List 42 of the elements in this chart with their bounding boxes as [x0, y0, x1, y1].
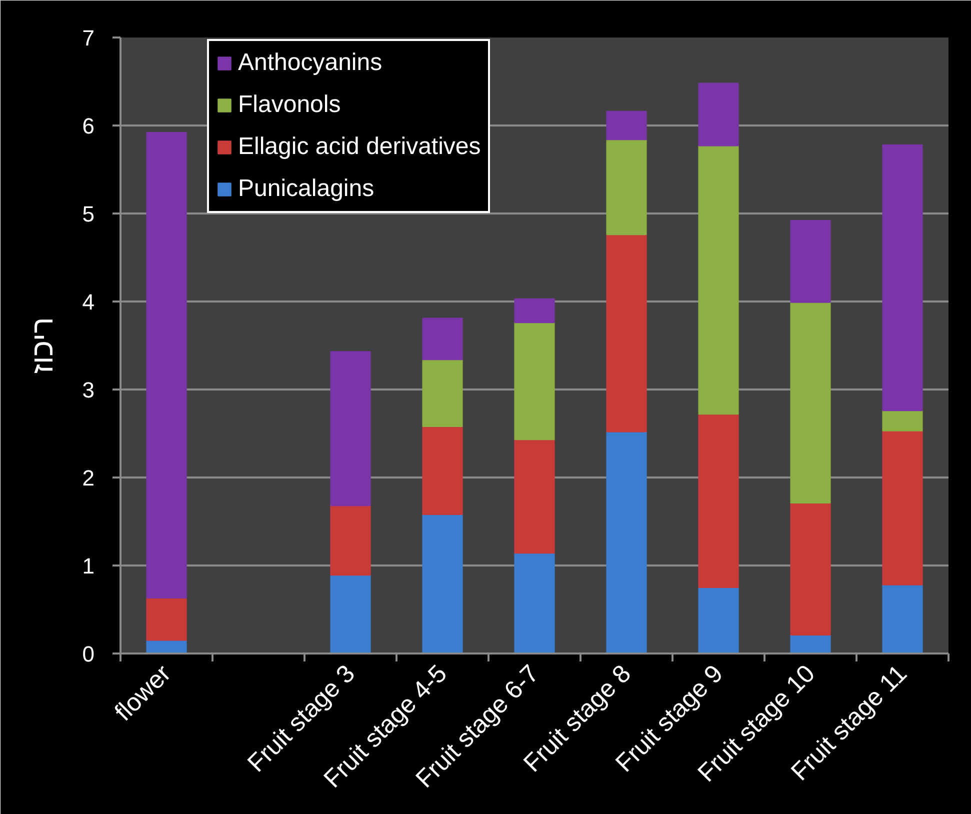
- bar: [146, 132, 187, 599]
- bar: [606, 234, 647, 432]
- bar: [698, 414, 739, 588]
- bar: [422, 426, 463, 515]
- bar: [790, 302, 831, 504]
- legend-label: Anthocyanins: [238, 48, 382, 78]
- bar: [698, 82, 739, 146]
- bar: [514, 439, 555, 554]
- bar: [790, 502, 831, 636]
- bar: [606, 139, 647, 236]
- bar: [330, 574, 371, 654]
- legend-label: Punicalagins: [238, 174, 374, 204]
- bar: [790, 220, 831, 303]
- legend-label: Ellagic acid derivatives: [238, 132, 481, 162]
- bar: [698, 587, 739, 654]
- bar: [882, 430, 923, 586]
- bar: [882, 410, 923, 432]
- bar: [422, 318, 463, 360]
- bar: [514, 552, 555, 654]
- y-tick-label: 6: [82, 114, 95, 138]
- bar: [330, 505, 371, 576]
- y-tick-label: 1: [82, 554, 95, 578]
- legend-label: Flavonols: [238, 90, 341, 120]
- y-axis-title: ריכוז: [26, 317, 60, 374]
- bar: [422, 359, 463, 427]
- y-tick-label: 4: [82, 290, 95, 314]
- bar: [146, 598, 187, 641]
- y-tick-label: 2: [82, 466, 95, 490]
- bar: [606, 110, 647, 140]
- bar: [330, 351, 371, 506]
- bar: [698, 145, 739, 415]
- bar: [422, 514, 463, 654]
- y-tick-label: 3: [82, 378, 95, 402]
- bar: [882, 144, 923, 412]
- bar: [606, 431, 647, 654]
- bar: [514, 322, 555, 440]
- y-tick-label: 0: [82, 642, 95, 666]
- bar: [882, 584, 923, 654]
- bar: [514, 298, 555, 324]
- y-tick-label: 7: [82, 26, 95, 50]
- y-tick-label: 5: [82, 202, 95, 226]
- bar: [790, 634, 831, 654]
